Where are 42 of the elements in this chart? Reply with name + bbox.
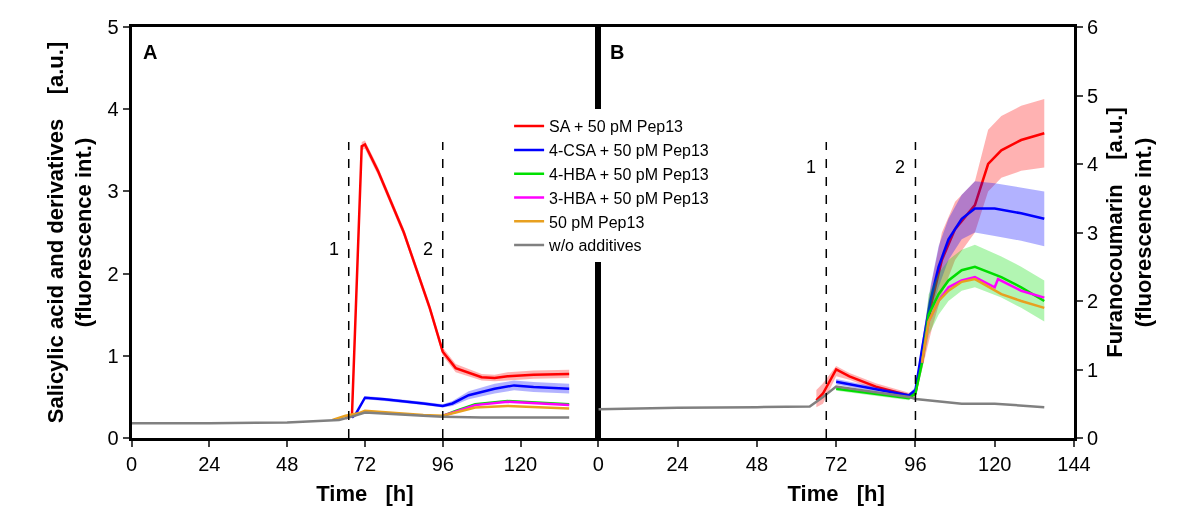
x-tick-label: 48 [276, 453, 299, 475]
annotation: A [143, 41, 158, 63]
x-tick-label: 72 [353, 453, 377, 475]
legend-label: SA + 50 pM Pep13 [549, 118, 684, 136]
y-tick-label: 0 [107, 427, 119, 449]
y-tick-label: 1 [107, 344, 119, 367]
x-axis-title: Time [h] [316, 480, 414, 506]
x-tick-label: 96 [431, 453, 454, 475]
legend-label: 3-HBA + 50 pM Pep13 [549, 189, 709, 207]
y-tick-label: 5 [107, 16, 119, 38]
annotation: B [610, 41, 625, 63]
x-tick-label: 96 [904, 453, 927, 475]
y2-tick-label: 0 [1087, 427, 1099, 449]
x-tick-label: 0 [125, 453, 138, 475]
y-axis-title: Salicylic acid and derivatives [a.u.] (fluorescence int.) [42, 41, 97, 424]
legend-label: 4-CSA + 50 pM Pep13 [549, 142, 709, 160]
y2-tick-label: 3 [1087, 221, 1099, 244]
y2-axis-title: Furanocoumarin [a.u.] (fluorescence int.) [1102, 107, 1156, 358]
annotation: 1 [329, 239, 340, 259]
y-tick-label: 3 [107, 180, 119, 203]
annotation: 2 [423, 239, 434, 259]
legend-label: w/o additives [548, 237, 642, 255]
x-tick-label: 0 [592, 453, 604, 475]
x-tick-label: 120 [503, 453, 538, 475]
y-tick-label: 2 [107, 262, 119, 285]
y-tick-label: 4 [107, 98, 119, 121]
legend-label: 4-HBA + 50 pM Pep13 [549, 165, 709, 183]
legend-label: 50 pM Pep13 [549, 213, 645, 231]
annotation: 2 [895, 157, 906, 177]
y2-tick-label: 4 [1087, 153, 1099, 175]
x-tick-label: 48 [745, 453, 769, 475]
y2-tick-label: 1 [1087, 358, 1099, 381]
x-tick-label: 24 [666, 453, 689, 475]
x-tick-label: 24 [198, 453, 221, 475]
y2-tick-label: 5 [1087, 84, 1099, 107]
y2-tick-label: 6 [1087, 16, 1099, 38]
x-tick-label: 144 [1057, 453, 1091, 475]
x-tick-label: 72 [825, 453, 848, 475]
annotation: 1 [806, 157, 817, 177]
x-axis-title: Time [h] [787, 480, 885, 506]
y2-tick-label: 2 [1087, 290, 1099, 312]
x-tick-label: 120 [978, 453, 1012, 475]
